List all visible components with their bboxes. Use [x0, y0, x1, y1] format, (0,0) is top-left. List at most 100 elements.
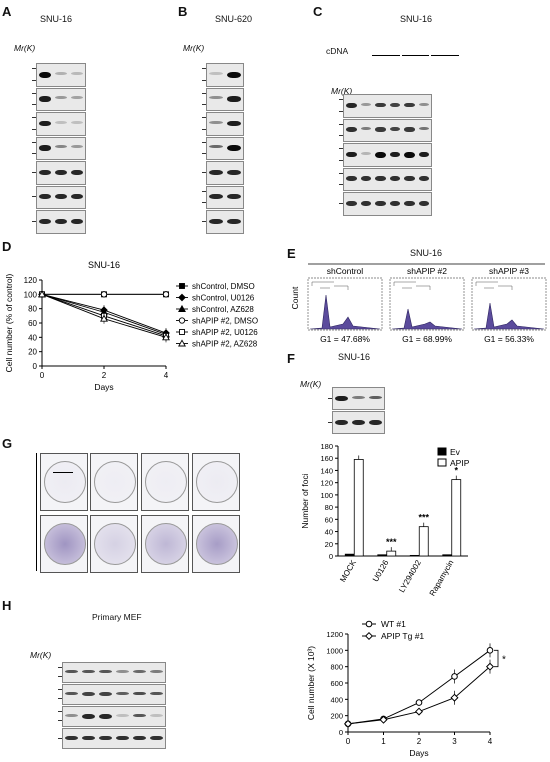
mw-tick	[32, 196, 36, 198]
panel-label-c: C	[313, 4, 323, 19]
panel-label-d: D	[2, 239, 12, 254]
gate-markers	[393, 281, 431, 290]
blot-band	[39, 169, 51, 175]
panel-h-mr: Mr(K)	[30, 650, 52, 660]
bar	[409, 554, 420, 557]
mw-tick	[32, 220, 36, 222]
dish-plate	[196, 523, 238, 565]
panel-b-title: SNU-620	[215, 14, 253, 24]
x-tick-label: MOCK	[338, 558, 358, 584]
panel-e-g1-value: G1 = 68.99%	[402, 334, 452, 344]
data-point	[485, 662, 495, 671]
b-blot-strip	[206, 87, 244, 111]
panel-e-title: SNU-16	[410, 248, 443, 258]
blot-band	[82, 713, 95, 719]
mw-tick	[202, 104, 206, 105]
blot-band	[55, 218, 67, 224]
blot-band	[209, 194, 223, 200]
c-blot-strip	[343, 192, 432, 216]
culture-dish	[90, 515, 138, 573]
y-tick-label: 0	[33, 362, 38, 371]
y-tick-label: 800	[330, 663, 343, 672]
f-blot-strip	[332, 411, 385, 434]
y-axis-label: Cell number (% of control)	[4, 273, 14, 372]
mw-tick	[32, 117, 36, 118]
mw-tick	[58, 667, 62, 668]
panel-h-title: Primary MEF	[92, 612, 142, 622]
b-blot-strip	[206, 161, 244, 185]
panel-label-e: E	[287, 246, 296, 261]
blot-band	[150, 713, 163, 717]
legend-label: shAPIP #2, U0126	[192, 328, 258, 337]
mw-tick	[339, 148, 343, 149]
panel-e-sample: shControl	[327, 266, 363, 276]
blot-band	[227, 96, 241, 102]
panel-e-ylabel: Count	[290, 286, 300, 309]
mw-tick	[32, 153, 36, 154]
blot-band	[99, 713, 112, 719]
blot-band	[352, 419, 365, 425]
dish-plate	[44, 523, 86, 565]
a-blot-strip	[36, 161, 86, 185]
b-blot-strip	[206, 63, 244, 87]
dish-plate	[196, 461, 238, 503]
mw-tick	[202, 128, 206, 130]
blot-band	[209, 145, 223, 149]
mw-tick	[339, 202, 343, 204]
blot-band	[346, 151, 357, 158]
dish-plate	[94, 461, 136, 503]
panel-e-sample: shAPIP #3	[489, 266, 529, 276]
blot-band	[346, 127, 357, 133]
y-tick-label: 120	[24, 276, 38, 285]
panel-e-histograms: Count shControl G1 = 47.68% shAPIP #2 G1 = 6…	[290, 263, 547, 344]
panel-a-title: SNU-16	[40, 14, 73, 24]
mw-tick	[202, 141, 206, 143]
blot-band	[404, 200, 415, 206]
histogram-frame	[471, 277, 547, 331]
panel-label-b: B	[178, 4, 188, 19]
panel-label-f: F	[287, 351, 295, 366]
mw-tick	[202, 202, 206, 203]
mw-tick	[202, 92, 206, 94]
culture-dish	[40, 515, 88, 573]
y-tick-label: 200	[330, 712, 343, 721]
blot-band	[71, 169, 83, 175]
blot-band	[209, 71, 223, 75]
dish-plate	[145, 461, 187, 503]
legend-marker	[178, 293, 186, 302]
blot-band	[55, 96, 67, 100]
blot-band	[418, 200, 429, 206]
mw-tick	[202, 171, 206, 173]
blot-band	[360, 102, 371, 106]
y-axis-label: Number of foci	[300, 473, 310, 528]
a-blot-strip	[36, 185, 86, 209]
blot-band	[369, 419, 382, 425]
panel-a-mr: Mr(K)	[14, 43, 36, 53]
panel-f-mr: Mr(K)	[300, 379, 322, 389]
x-tick-label: 0	[40, 371, 45, 380]
blot-band	[71, 194, 83, 200]
blot-band	[404, 127, 415, 132]
x-tick-label: 2	[102, 371, 107, 380]
mw-tick	[202, 153, 206, 154]
bar	[418, 526, 429, 557]
blot-band	[65, 669, 78, 674]
blot-band	[389, 176, 400, 182]
blot-band	[389, 151, 400, 158]
data-point	[162, 333, 170, 341]
bar	[377, 554, 388, 557]
blot-band	[65, 691, 78, 696]
mw-tick	[32, 104, 36, 105]
blot-band	[346, 200, 357, 206]
mw-tick	[58, 720, 62, 721]
panel-label-a: A	[2, 4, 12, 19]
y-tick-label: 60	[28, 319, 37, 328]
blot-band	[99, 691, 112, 696]
scale-bar	[53, 472, 73, 473]
data-point	[486, 647, 494, 654]
blot-band	[360, 200, 371, 206]
legend-label: shAPIP #2, DMSO	[192, 317, 258, 326]
b-blot-strip	[206, 112, 244, 136]
b-blot-strip	[206, 136, 244, 160]
blot-band	[55, 71, 67, 75]
